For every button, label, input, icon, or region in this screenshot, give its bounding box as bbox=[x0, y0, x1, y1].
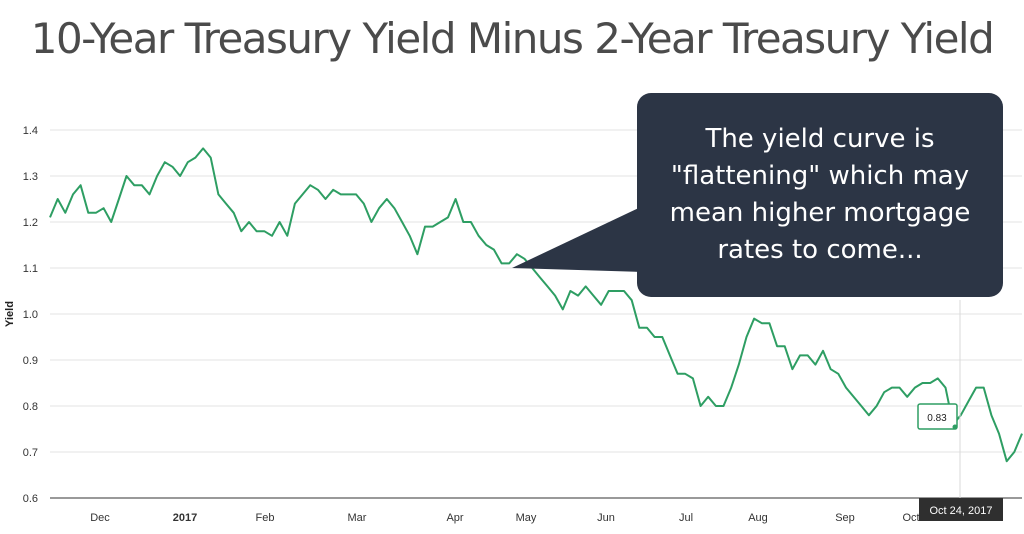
tooltip-date: Oct 24, 2017 bbox=[930, 505, 993, 517]
x-tick-label: Sep bbox=[835, 512, 855, 524]
x-tick-label: Jun bbox=[597, 512, 615, 524]
y-tick-label: 0.6 bbox=[23, 493, 38, 505]
x-tick-label: Mar bbox=[348, 512, 367, 524]
x-tick-label: Dec bbox=[90, 512, 110, 524]
x-tick-label: 2017 bbox=[173, 512, 197, 524]
x-tick-labels: Dec 2017 Feb Mar Apr May Jun Jul Aug Sep Oct bbox=[90, 512, 919, 524]
callout-text: The yield curve is "flattening" which ma… bbox=[669, 124, 971, 265]
date-tooltip: Oct 24, 2017 bbox=[919, 498, 1003, 521]
y-tick-label: 1.2 bbox=[23, 217, 38, 229]
x-tick-label: Apr bbox=[446, 512, 463, 524]
y-tick-label: 1.4 bbox=[23, 125, 38, 137]
x-tick-label: Feb bbox=[256, 512, 275, 524]
value-tooltip: 0.83 bbox=[917, 403, 958, 430]
y-tick-label: 0.8 bbox=[23, 401, 38, 413]
tooltip-value: 0.83 bbox=[927, 413, 947, 424]
x-tick-label: Oct bbox=[902, 512, 919, 524]
y-tick-label: 0.9 bbox=[23, 355, 38, 367]
y-tick-label: 0.7 bbox=[23, 447, 38, 459]
annotation-callout: The yield curve is "flattening" which ma… bbox=[637, 93, 1003, 297]
y-tick-label: 1.0 bbox=[23, 309, 38, 321]
x-tick-label: May bbox=[516, 512, 537, 524]
series-line[interactable] bbox=[49, 147, 1023, 463]
y-tick-label: 1.1 bbox=[23, 263, 38, 275]
y-tick-label: 1.3 bbox=[23, 171, 38, 183]
y-tick-labels: 0.6 0.7 0.8 0.9 1.0 1.1 1.2 1.3 1.4 bbox=[23, 125, 38, 505]
y-axis-label: Yield bbox=[4, 301, 16, 327]
callout-pointer bbox=[512, 205, 645, 272]
hover-point bbox=[952, 424, 958, 430]
x-tick-label: Aug bbox=[748, 512, 768, 524]
x-tick-label: Jul bbox=[679, 512, 693, 524]
chart-title: 10-Year Treasury Yield Minus 2-Year Trea… bbox=[30, 14, 995, 63]
